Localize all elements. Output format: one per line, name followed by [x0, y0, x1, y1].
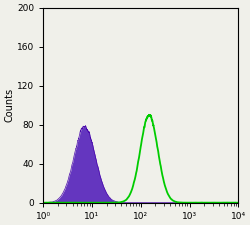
Y-axis label: Counts: Counts	[4, 88, 14, 122]
